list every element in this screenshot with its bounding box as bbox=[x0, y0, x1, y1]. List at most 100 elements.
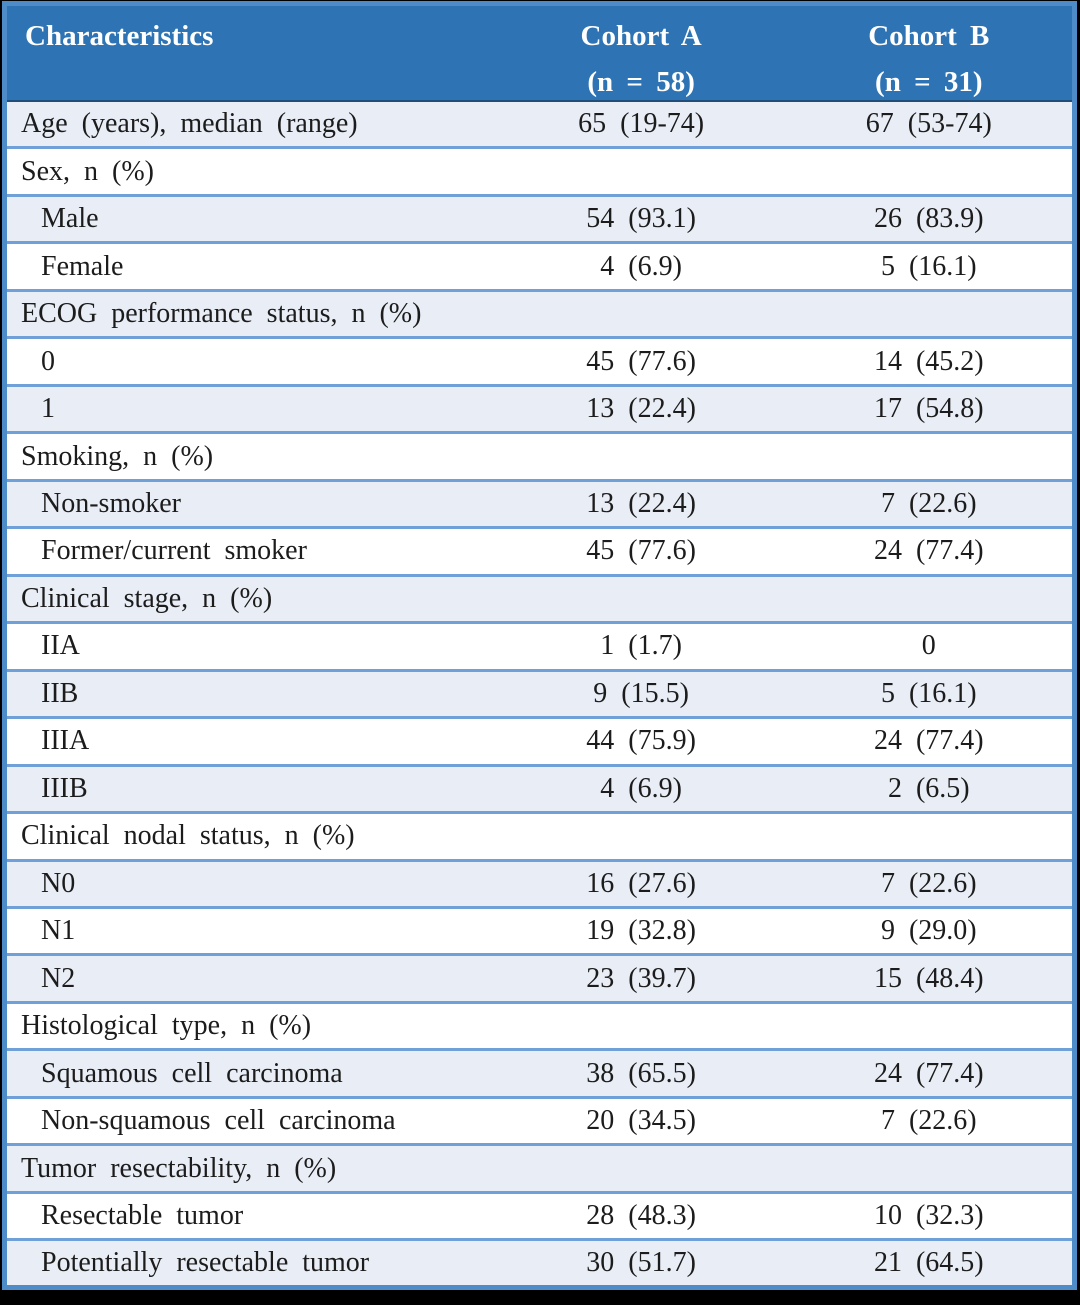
cohort-a-value: 38 (65.5) bbox=[496, 1048, 786, 1098]
table-row: Sex, n (%) bbox=[4, 146, 1075, 196]
cohort-a-value: 54 (93.1) bbox=[496, 193, 786, 243]
cohort-b-value: 24 (77.4) bbox=[785, 1048, 1075, 1098]
cohort-b-title: Cohort B bbox=[868, 20, 990, 52]
table-row: Squamous cell carcinoma 38 (65.5) 24 (77.4… bbox=[4, 1048, 1075, 1098]
cohort-b-value: 14 (45.2) bbox=[785, 336, 1075, 386]
row-label-category: Sex, n (%) bbox=[4, 146, 497, 196]
table-row: Non-smoker 13 (22.4) 7 (22.6) bbox=[4, 478, 1075, 528]
cohort-a-value: 16 (27.6) bbox=[496, 858, 786, 908]
table-row: 0 45 (77.6) 14 (45.2) bbox=[4, 336, 1075, 386]
row-label-category: Tumor resectability, n (%) bbox=[4, 1143, 497, 1193]
row-label-subitem: IIIB bbox=[4, 763, 497, 813]
cohort-b-value: 0 bbox=[785, 621, 1075, 671]
header-cohort-b: Cohort B (n = 31) bbox=[785, 3, 1075, 102]
row-label-subitem: N0 bbox=[4, 858, 497, 908]
cohort-b-value: 15 (48.4) bbox=[785, 953, 1075, 1003]
table-row: Former/current smoker 45 (77.6) 24 (77.4) bbox=[4, 526, 1075, 576]
table-row: N0 16 (27.6) 7 (22.6) bbox=[4, 858, 1075, 908]
row-label-subitem: Squamous cell carcinoma bbox=[4, 1048, 497, 1098]
cohort-a-value bbox=[496, 811, 786, 860]
cohort-a-value: 13 (22.4) bbox=[496, 478, 786, 528]
table-row: Male 54 (93.1) 26 (83.9) bbox=[4, 193, 1075, 243]
table-row: Potentially resectable tumor 30 (51.7) 21 … bbox=[4, 1238, 1075, 1288]
table-row: 1 13 (22.4) 17 (54.8) bbox=[4, 383, 1075, 433]
cohort-a-sample-size: (n = 58) bbox=[587, 66, 695, 98]
table-row: IIIB 4 (6.9) 2 (6.5) bbox=[4, 763, 1075, 813]
cohort-a-value bbox=[496, 146, 786, 196]
row-label-subitem: 0 bbox=[4, 336, 497, 386]
row-label-subitem: N1 bbox=[4, 905, 497, 955]
cohort-b-sample-size: (n = 31) bbox=[875, 66, 983, 98]
cohort-b-value: 5 (16.1) bbox=[785, 668, 1075, 718]
table-row: N1 19 (32.8) 9 (29.0) bbox=[4, 905, 1075, 955]
cohort-a-value: 23 (39.7) bbox=[496, 953, 786, 1003]
row-label-subitem: Non-smoker bbox=[4, 478, 497, 528]
row-label-subitem: Non-squamous cell carcinoma bbox=[4, 1095, 497, 1145]
cohort-b-value: 5 (16.1) bbox=[785, 241, 1075, 291]
cohort-a-value: 30 (51.7) bbox=[496, 1238, 786, 1288]
row-label-subitem: Former/current smoker bbox=[4, 526, 497, 576]
table-row: Non-squamous cell carcinoma 20 (34.5) 7 (2… bbox=[4, 1095, 1075, 1145]
cohort-b-value bbox=[785, 573, 1075, 623]
cohort-a-value bbox=[496, 288, 786, 338]
table-row: IIIA 44 (75.9) 24 (77.4) bbox=[4, 716, 1075, 766]
table-row: Smoking, n (%) bbox=[4, 431, 1075, 481]
cohort-b-value bbox=[785, 811, 1075, 860]
table-row: Resectable tumor 28 (48.3) 10 (32.3) bbox=[4, 1190, 1075, 1240]
row-label-category: Clinical stage, n (%) bbox=[4, 573, 497, 623]
table-row: Clinical nodal status, n (%) bbox=[4, 811, 1075, 860]
cohort-b-value bbox=[785, 1000, 1075, 1050]
cohort-b-value: 7 (22.6) bbox=[785, 1095, 1075, 1145]
table-row: Age (years), median (range) 65 (19-74) 67 … bbox=[4, 100, 1075, 148]
table-row: IIA 1 (1.7) 0 bbox=[4, 621, 1075, 671]
cohort-b-value bbox=[785, 146, 1075, 196]
row-label-category: ECOG performance status, n (%) bbox=[4, 288, 497, 338]
cohort-a-value: 28 (48.3) bbox=[496, 1190, 786, 1240]
cohort-b-value: 7 (22.6) bbox=[785, 478, 1075, 528]
cohort-b-value: 24 (77.4) bbox=[785, 716, 1075, 766]
cohort-a-value bbox=[496, 1000, 786, 1050]
header-cohort-a: Cohort A (n = 58) bbox=[496, 3, 786, 102]
cohort-b-value: 21 (64.5) bbox=[785, 1238, 1075, 1288]
cohort-a-value: 20 (34.5) bbox=[496, 1095, 786, 1145]
table-row: Tumor resectability, n (%) bbox=[4, 1143, 1075, 1193]
cohort-a-value bbox=[496, 573, 786, 623]
cohort-b-value: 2 (6.5) bbox=[785, 763, 1075, 813]
cohort-a-value: 44 (75.9) bbox=[496, 716, 786, 766]
cohort-b-value bbox=[785, 1143, 1075, 1193]
row-label-subitem: Female bbox=[4, 241, 497, 291]
cohort-b-value: 26 (83.9) bbox=[785, 193, 1075, 243]
cohort-a-value bbox=[496, 431, 786, 481]
row-label-category: Age (years), median (range) bbox=[21, 107, 358, 139]
cohort-b-value: 7 (22.6) bbox=[785, 858, 1075, 908]
cohort-b-value bbox=[785, 431, 1075, 481]
cohort-a-title: Cohort A bbox=[580, 20, 702, 52]
cohort-a-value: 9 (15.5) bbox=[496, 668, 786, 718]
table-row: N2 23 (39.7) 15 (48.4) bbox=[4, 953, 1075, 1003]
row-label-subitem: Potentially resectable tumor bbox=[4, 1238, 497, 1288]
cohort-b-value: 9 (29.0) bbox=[785, 905, 1075, 955]
row-label-subitem: IIA bbox=[4, 621, 497, 671]
cohort-a-value: 19 (32.8) bbox=[496, 905, 786, 955]
row-label-subitem: IIIA bbox=[4, 716, 497, 766]
cohort-a-value: 45 (77.6) bbox=[496, 526, 786, 576]
cohort-a-value: 13 (22.4) bbox=[496, 383, 786, 433]
cohort-a-value: 65 (19-74) bbox=[578, 107, 705, 139]
row-label-category: Clinical nodal status, n (%) bbox=[4, 811, 497, 860]
cohort-b-value bbox=[785, 288, 1075, 338]
row-label-subitem: N2 bbox=[4, 953, 497, 1003]
cohort-b-value: 10 (32.3) bbox=[785, 1190, 1075, 1240]
cohort-a-value: 4 (6.9) bbox=[496, 763, 786, 813]
cohort-a-value: 4 (6.9) bbox=[496, 241, 786, 291]
row-label-subitem: 1 bbox=[4, 383, 497, 433]
row-label-category: Histological type, n (%) bbox=[4, 1000, 497, 1050]
table-row: Female 4 (6.9) 5 (16.1) bbox=[4, 241, 1075, 291]
table-row: Histological type, n (%) bbox=[4, 1000, 1075, 1050]
table-row: Clinical stage, n (%) bbox=[4, 573, 1075, 623]
header-characteristics: Characteristics bbox=[4, 3, 497, 102]
cohort-a-value bbox=[496, 1143, 786, 1193]
header-row: Characteristics Cohort A (n = 58) Cohort… bbox=[4, 3, 1075, 102]
table-row: IIB 9 (15.5) 5 (16.1) bbox=[4, 668, 1075, 718]
